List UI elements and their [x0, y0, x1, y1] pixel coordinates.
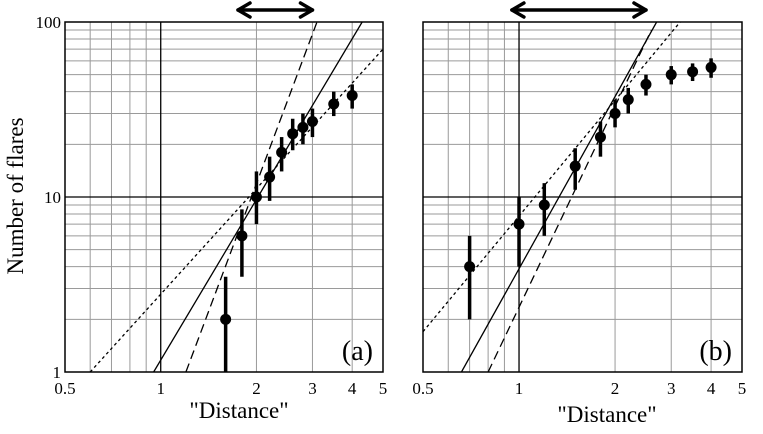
data-point — [297, 121, 309, 133]
data-point — [687, 66, 699, 78]
data-point — [622, 94, 634, 106]
plot-frame — [64, 21, 384, 373]
data-point — [287, 128, 299, 140]
panel-label: (a) — [342, 336, 373, 367]
data-point — [665, 69, 677, 81]
data-point — [538, 199, 550, 211]
range-arrow-head-right — [632, 1, 648, 19]
panel-label: (b) — [699, 336, 732, 367]
fit-line-dotted — [89, 48, 383, 372]
data-points — [464, 58, 717, 320]
x-tick-label: 1 — [156, 379, 165, 398]
panel-b: 0.5 1 2 3 4 5 (b) — [412, 1, 747, 398]
data-point — [250, 191, 262, 203]
plot-frame — [422, 21, 743, 373]
x-tick-label: 2 — [611, 379, 620, 398]
data-point — [594, 131, 606, 143]
data-point — [306, 116, 318, 128]
fit-line-dotted — [423, 22, 681, 333]
x-tick-label: 4 — [707, 379, 716, 398]
range-arrow — [236, 1, 315, 19]
range-arrow — [510, 1, 648, 19]
range-arrow-head-right — [298, 1, 315, 19]
fit-lines — [423, 22, 681, 372]
range-arrow-head-left — [510, 1, 526, 19]
x-tick-label: 1 — [515, 379, 524, 398]
y-axis-label: Number of flares — [3, 117, 28, 274]
data-point — [464, 261, 476, 273]
fit-line-dashed — [487, 29, 652, 372]
x-tick-label: 4 — [348, 379, 357, 398]
data-point — [346, 90, 358, 102]
x-tick-label: 3 — [667, 379, 676, 398]
data-point — [705, 61, 717, 73]
x-tick-label: 0.5 — [412, 379, 433, 398]
data-point — [513, 218, 525, 230]
x-axis-label-a: "Distance" — [189, 398, 288, 423]
x-tick-label: 2 — [252, 379, 261, 398]
major-grid — [65, 22, 383, 372]
x-tick-label: 3 — [308, 379, 317, 398]
data-point — [264, 171, 276, 183]
data-points — [220, 84, 358, 372]
x-axis-label-b: "Distance" — [557, 402, 656, 427]
y-tick-label: 100 — [36, 13, 62, 32]
y-tick-label: 10 — [44, 188, 61, 207]
data-point — [569, 160, 581, 172]
x-tick-label: 5 — [738, 379, 747, 398]
data-point — [236, 230, 248, 242]
x-tick-label: 0.5 — [54, 379, 75, 398]
y-tick-label: 1 — [53, 363, 62, 382]
data-point — [609, 108, 621, 120]
data-point — [276, 146, 288, 158]
data-point — [220, 313, 232, 325]
x-tick-label: 5 — [379, 379, 388, 398]
range-arrow-head-left — [236, 1, 252, 19]
data-point — [328, 98, 340, 110]
fit-line-solid — [460, 22, 658, 372]
data-point — [640, 78, 652, 90]
